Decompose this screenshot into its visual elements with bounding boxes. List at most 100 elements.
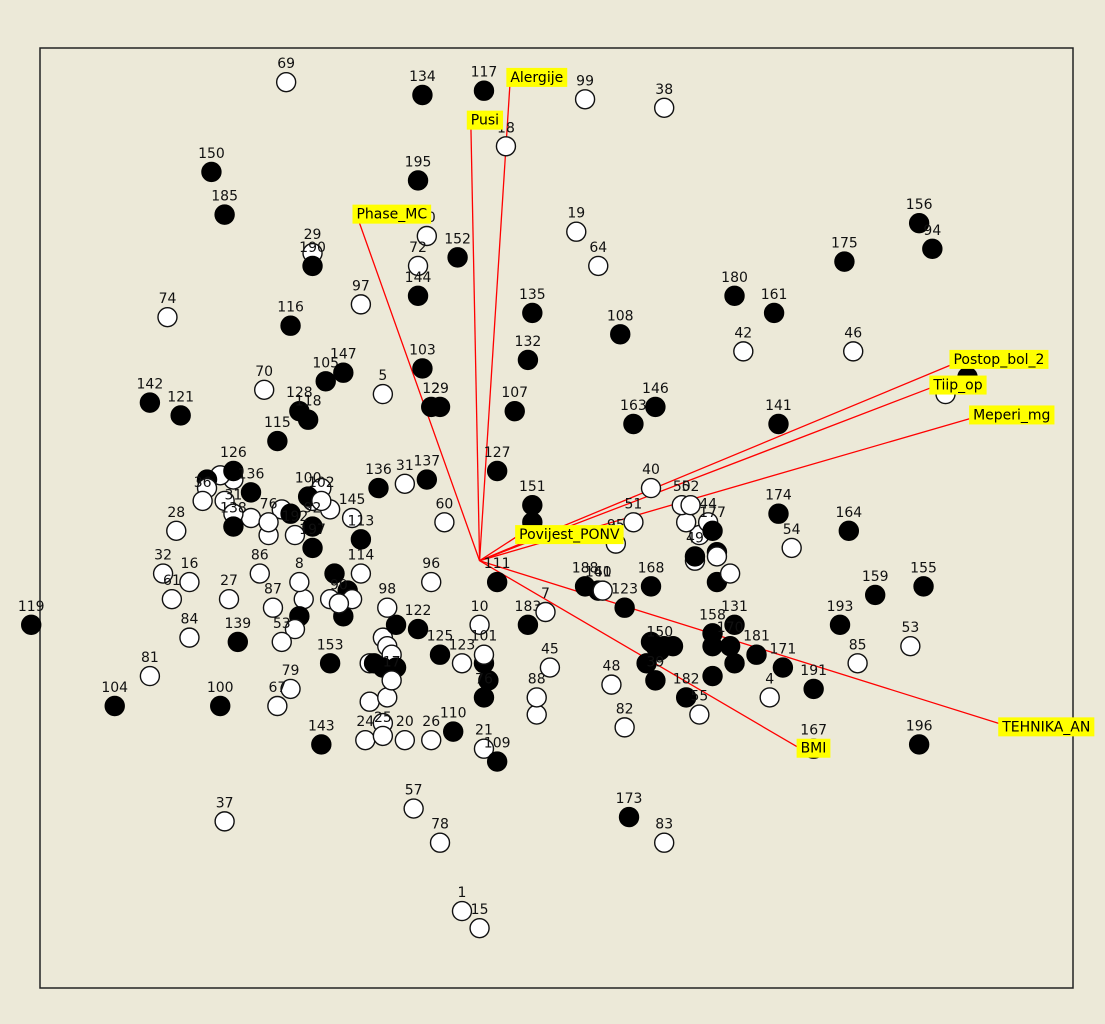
data-point-70 bbox=[253, 379, 275, 401]
data-point-185 bbox=[214, 204, 235, 225]
point-label: 163 bbox=[620, 398, 647, 414]
data-point-57 bbox=[403, 798, 424, 819]
point-label: 81 bbox=[141, 650, 159, 666]
point-label: 114 bbox=[348, 548, 375, 564]
vector-label-text: Povijest_PONV bbox=[519, 527, 620, 543]
data-point-37 bbox=[214, 811, 235, 832]
data-point-41 bbox=[592, 580, 613, 601]
point-label: 31 bbox=[396, 458, 414, 474]
data-point-190 bbox=[302, 255, 323, 277]
vector-label-alergije: Alergije bbox=[506, 67, 568, 87]
point-label: 141 bbox=[765, 398, 792, 414]
data-point-191 bbox=[803, 678, 824, 700]
point-label: 44 bbox=[699, 496, 717, 512]
point-label: 183 bbox=[515, 599, 542, 615]
data-point-131 bbox=[724, 614, 745, 636]
point-label: 195 bbox=[405, 154, 432, 170]
data-point-16 bbox=[179, 571, 200, 593]
vector-label-box bbox=[466, 110, 504, 130]
data-point-123 bbox=[614, 597, 635, 618]
point-label: 96 bbox=[422, 556, 440, 572]
point-label: 122 bbox=[405, 603, 432, 619]
point-label: 12 bbox=[422, 381, 440, 397]
point-label: 20 bbox=[396, 714, 414, 730]
data-point-46 bbox=[843, 341, 864, 362]
point-label: 52 bbox=[682, 479, 700, 495]
data-point-150 bbox=[649, 640, 670, 661]
point-label: 46 bbox=[844, 325, 862, 341]
data-point-99 bbox=[574, 89, 596, 110]
point-label: 147 bbox=[330, 347, 357, 363]
point-label: 105 bbox=[312, 355, 339, 371]
point-label: 82 bbox=[616, 701, 634, 717]
vector-label-text: TEHNIKA_AN bbox=[1001, 719, 1090, 735]
point-label: 61 bbox=[163, 573, 181, 589]
point-label: 48 bbox=[603, 659, 621, 675]
data-point-29 bbox=[429, 396, 451, 418]
data-point-36 bbox=[192, 490, 213, 512]
point-label: 136 bbox=[238, 466, 265, 482]
data-point-48 bbox=[601, 674, 622, 695]
point-label: 119 bbox=[18, 599, 45, 615]
data-point-67 bbox=[267, 695, 288, 717]
data-point-136 bbox=[368, 477, 389, 499]
point-label: 142 bbox=[137, 377, 164, 393]
point-label: 74 bbox=[159, 291, 177, 307]
data-point-111 bbox=[486, 571, 508, 593]
data-point bbox=[385, 614, 407, 636]
data-point-138 bbox=[223, 516, 244, 537]
data-point-116 bbox=[280, 315, 301, 336]
vector-label-tiip_op: Tiip_op bbox=[929, 375, 987, 395]
data-point-84 bbox=[179, 627, 200, 648]
data-point bbox=[724, 653, 745, 674]
point-label: 32 bbox=[154, 548, 172, 564]
point-label: 192 bbox=[282, 509, 309, 525]
point-label: 39 bbox=[646, 654, 664, 670]
point-label: 167 bbox=[800, 723, 827, 739]
data-point-177 bbox=[702, 520, 723, 542]
point-label: 150 bbox=[646, 624, 673, 640]
data-point-175 bbox=[834, 251, 855, 272]
point-label: 132 bbox=[515, 334, 542, 350]
data-point-110 bbox=[443, 721, 464, 742]
data-point-158 bbox=[702, 623, 723, 644]
data-point-69 bbox=[275, 71, 297, 93]
vector-label-box bbox=[969, 405, 1055, 425]
data-point-117 bbox=[473, 80, 495, 101]
point-label: 67 bbox=[268, 680, 286, 696]
data-point-146 bbox=[645, 396, 666, 418]
point-label: 102 bbox=[308, 475, 335, 491]
vector-label-box bbox=[515, 525, 624, 545]
vector-label-pusi: Pusi bbox=[466, 110, 504, 130]
point-label: 25 bbox=[374, 710, 392, 726]
data-point-31 bbox=[394, 473, 416, 495]
vector-label-box bbox=[929, 375, 987, 395]
point-label: 196 bbox=[906, 718, 933, 734]
vector-label-box bbox=[352, 204, 432, 224]
data-point-42 bbox=[733, 341, 754, 362]
point-label: 50 bbox=[673, 479, 691, 495]
point-label: 37 bbox=[216, 795, 234, 811]
data-point-94 bbox=[922, 238, 943, 260]
data-point-19 bbox=[566, 221, 587, 242]
vector-label-text: Alergije bbox=[510, 70, 563, 86]
point-label: 171 bbox=[770, 642, 797, 658]
point-label: 4 bbox=[765, 671, 774, 687]
data-point-24 bbox=[355, 729, 376, 751]
data-point bbox=[324, 563, 345, 584]
point-label: 94 bbox=[923, 223, 941, 239]
vector-line-pusi bbox=[470, 120, 481, 561]
data-point-15 bbox=[469, 917, 490, 939]
point-label: 64 bbox=[589, 240, 607, 256]
data-point-4 bbox=[759, 687, 780, 708]
point-label: 76 bbox=[260, 496, 278, 512]
point-label: 193 bbox=[827, 599, 854, 615]
point-label: 150 bbox=[198, 146, 225, 162]
vector-label-povijest_ponv: Povijest_PONV bbox=[515, 525, 624, 545]
data-point-164 bbox=[838, 520, 860, 542]
data-point-10 bbox=[469, 614, 490, 636]
data-point-147 bbox=[333, 362, 354, 383]
point-label: 134 bbox=[409, 69, 436, 85]
data-point-101 bbox=[473, 644, 495, 665]
point-label: 155 bbox=[910, 560, 937, 576]
